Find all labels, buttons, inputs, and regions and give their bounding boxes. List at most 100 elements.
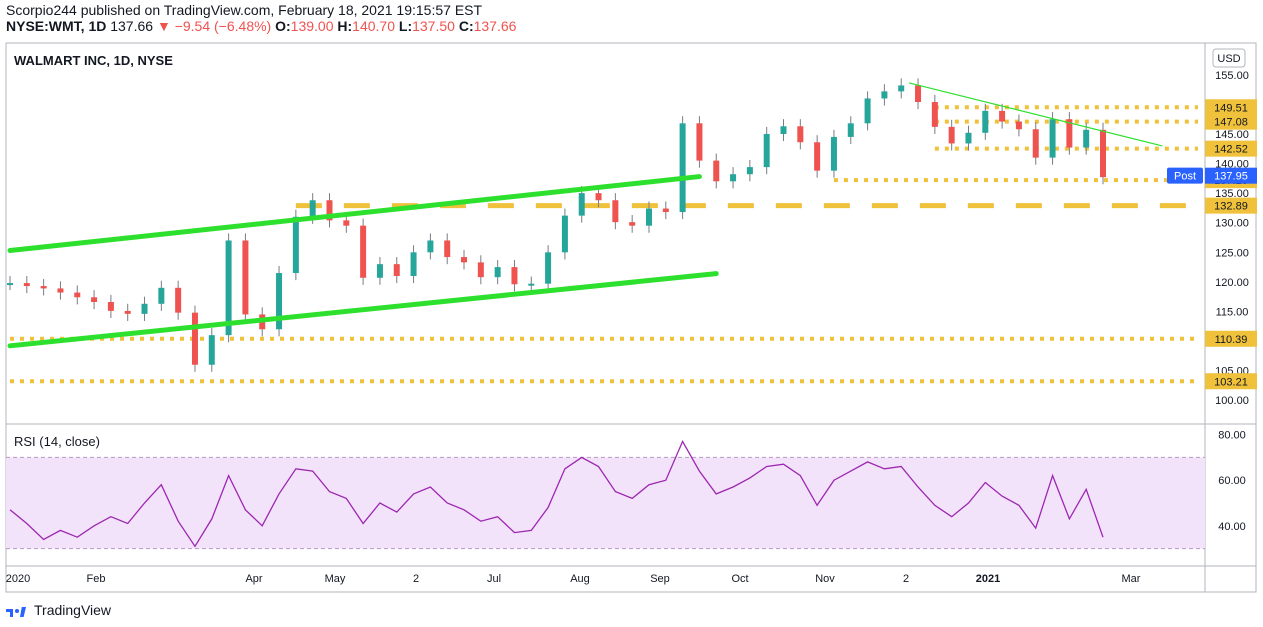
rsi-tick-label: 80.00: [1218, 430, 1246, 442]
level-tag: [1205, 140, 1257, 157]
candle-body: [1049, 119, 1056, 158]
level-tag: [1205, 373, 1257, 390]
candle-body: [561, 215, 568, 253]
rsi-axis: 40.00 60.00 80.00: [1218, 430, 1246, 533]
candle-body: [158, 287, 165, 304]
rsi-tick-label: 40.00: [1218, 521, 1246, 533]
time-tick-label: 2: [413, 573, 419, 585]
open-value: 139.00: [290, 18, 334, 34]
candle-body: [898, 85, 905, 92]
candle-body: [730, 174, 737, 182]
candle-body: [965, 132, 972, 144]
candle-body: [948, 126, 955, 144]
candle-body: [797, 126, 804, 143]
time-tick-label: Apr: [245, 573, 262, 585]
level-tag-label: 103.21: [1214, 376, 1248, 388]
time-tick-label: Nov: [815, 573, 835, 585]
candle-body: [629, 222, 636, 226]
candle-body: [1015, 121, 1022, 130]
candle-body: [595, 193, 602, 201]
candle-body: [175, 287, 182, 313]
candle-body: [864, 98, 871, 124]
rsi-line: [9, 439, 1104, 548]
candle-body: [427, 240, 434, 253]
candle-body: [931, 102, 938, 127]
last-price: 137.66: [110, 18, 154, 34]
candle-body: [1100, 129, 1106, 178]
level-tag: [1205, 330, 1257, 347]
rsi-band-fill: [6, 457, 1205, 549]
rsi-tick-label: 60.00: [1218, 475, 1246, 487]
price-tick-label: 120.00: [1215, 277, 1249, 289]
low-label: L:: [398, 18, 413, 34]
candle-body: [511, 267, 518, 285]
candle-body: [477, 262, 484, 278]
chart-frame: [5, 42, 1257, 593]
publish-line: Scorpio244 published on TradingView.com,…: [6, 2, 483, 18]
level-tag-label: 142.52: [1214, 144, 1248, 156]
time-tick-label: 2: [903, 573, 909, 585]
trendline-channel-lower: [7, 271, 719, 349]
close-value: 137.66: [473, 18, 517, 34]
level-tag-label: 132.89: [1214, 201, 1248, 213]
candle-body: [780, 126, 787, 134]
candle-body: [494, 267, 501, 278]
time-tick-label: Oct: [731, 573, 748, 585]
tradingview-logo-icon: [6, 603, 28, 617]
trendlines: [7, 82, 1163, 349]
price-tick-label: 115.00: [1216, 306, 1249, 318]
rsi-band-layer: [6, 456, 1205, 550]
candle-body: [578, 193, 585, 216]
candle-body: [763, 133, 770, 168]
high-value: 140.70: [352, 18, 395, 34]
candle-body: [881, 91, 888, 99]
candle-body: [746, 167, 753, 175]
candle-body: [1083, 129, 1090, 148]
trendline-channel-upper: [7, 174, 702, 254]
candle-body: [7, 283, 13, 286]
rsi-title: RSI (14, close): [14, 434, 100, 449]
time-tick-label: 2021: [976, 573, 1000, 585]
candle-body: [645, 208, 652, 226]
candle-body: [74, 292, 81, 298]
symbol: NYSE:WMT, 1D: [6, 18, 107, 34]
candle-body: [40, 286, 47, 289]
candle-body: [444, 240, 451, 258]
candle-body: [410, 252, 417, 276]
level-tag-label: 147.08: [1214, 117, 1248, 129]
price-tick-label: 125.00: [1215, 247, 1249, 259]
candle-body: [276, 273, 283, 330]
candle-body: [612, 200, 619, 223]
candle-body: [1032, 129, 1039, 158]
candle-body: [242, 240, 249, 315]
level-lines: [10, 105, 1198, 384]
candle-body: [1066, 119, 1073, 148]
candle-body: [376, 264, 383, 278]
level-tag-label: 149.51: [1214, 102, 1248, 114]
candle-body: [225, 240, 232, 336]
close-label: C:: [458, 18, 474, 34]
post-badge-label: Post: [1174, 171, 1196, 183]
candle-body: [326, 200, 333, 221]
candle-body: [545, 252, 552, 284]
price-tick-label: 135.00: [1215, 188, 1249, 200]
candle-body: [461, 257, 468, 263]
open-label: O:: [275, 18, 291, 34]
price-change: ▼ −9.54 (−6.48%): [156, 18, 272, 34]
candle-body: [528, 283, 535, 286]
candle-body: [57, 288, 64, 293]
candle-body: [124, 310, 131, 314]
candle-body: [360, 225, 367, 278]
candle-body: [23, 283, 30, 287]
footer: TradingView: [6, 602, 111, 618]
candle-body: [679, 123, 686, 213]
time-tick-label: Feb: [87, 573, 106, 585]
time-tick-label: Sep: [650, 573, 670, 585]
currency-label: USD: [1217, 53, 1240, 65]
level-tag: [1205, 99, 1257, 116]
price-tick-label: 155.00: [1215, 70, 1249, 82]
candle-body: [292, 216, 299, 274]
time-tick-label: May: [325, 573, 346, 585]
candle-body: [343, 220, 350, 226]
